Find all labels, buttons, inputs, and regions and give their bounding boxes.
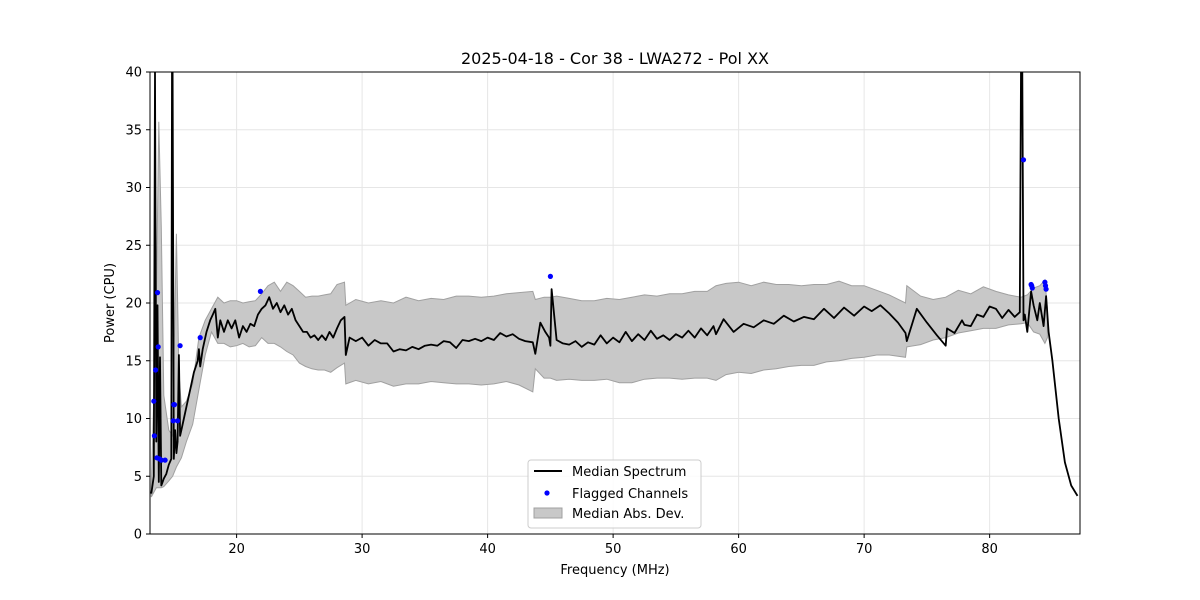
- flagged-channel-point: [154, 290, 161, 296]
- y-tick-label: 25: [125, 239, 142, 254]
- x-tick-label: 70: [856, 542, 873, 557]
- y-tick-label: 30: [125, 181, 142, 196]
- legend-flagged-label: Flagged Channels: [572, 487, 688, 502]
- flagged-channel-point: [177, 343, 183, 349]
- x-tick-label: 60: [730, 542, 747, 557]
- plot-series: [150, 72, 1079, 498]
- flagged-channel-point: [151, 433, 157, 439]
- flagged-channel-point: [197, 335, 203, 341]
- legend-median-label: Median Spectrum: [572, 465, 686, 480]
- legend: Median Spectrum Flagged Channels Median …: [527, 459, 702, 529]
- flagged-channel-point: [1029, 285, 1035, 291]
- legend-mad-swatch: [533, 507, 563, 519]
- x-tick-label: 20: [228, 542, 245, 557]
- x-tick-label: 80: [981, 542, 998, 557]
- y-tick-label: 40: [125, 66, 142, 81]
- chart-title: 2025-04-18 - Cor 38 - LWA272 - Pol XX: [461, 49, 769, 68]
- legend-flagged-marker: [544, 490, 550, 496]
- y-tick-label: 0: [134, 528, 142, 543]
- flagged-channel-point: [257, 288, 263, 294]
- flagged-channel-point: [155, 344, 161, 350]
- y-tick-label: 15: [125, 354, 142, 369]
- flagged-channel-point: [1043, 286, 1049, 292]
- legend-box: [527, 459, 702, 529]
- y-axis-label: Power (CPU): [103, 263, 118, 343]
- flagged-channel-point: [1020, 157, 1027, 163]
- y-tick-label: 20: [125, 297, 142, 312]
- x-axis-label: Frequency (MHz): [560, 563, 669, 578]
- flagged-channel-point: [170, 418, 176, 424]
- flagged-channel-point: [175, 418, 181, 424]
- flagged-channel-point: [151, 398, 157, 404]
- x-tick-label: 40: [479, 542, 496, 557]
- flagged-channel-point: [153, 367, 159, 373]
- flagged-channel-point: [158, 457, 164, 463]
- legend-mad-label: Median Abs. Dev.: [572, 507, 684, 522]
- median-spectrum-line: [150, 72, 1079, 497]
- mad-band: [150, 121, 1048, 498]
- flagged-channel-point: [162, 457, 168, 463]
- x-tick-label: 30: [354, 542, 371, 557]
- y-tick-label: 10: [125, 412, 142, 427]
- plot-area: [150, 72, 1079, 498]
- flagged-channel-point: [547, 273, 554, 279]
- x-tick-label: 50: [605, 542, 622, 557]
- flagged-channel-point: [171, 402, 178, 408]
- y-tick-label: 35: [125, 123, 142, 138]
- ticks: 20 30 40 50 60 70 80 0 5 10 15 20 25 30 35 40: [125, 66, 997, 558]
- y-tick-label: 5: [134, 470, 142, 485]
